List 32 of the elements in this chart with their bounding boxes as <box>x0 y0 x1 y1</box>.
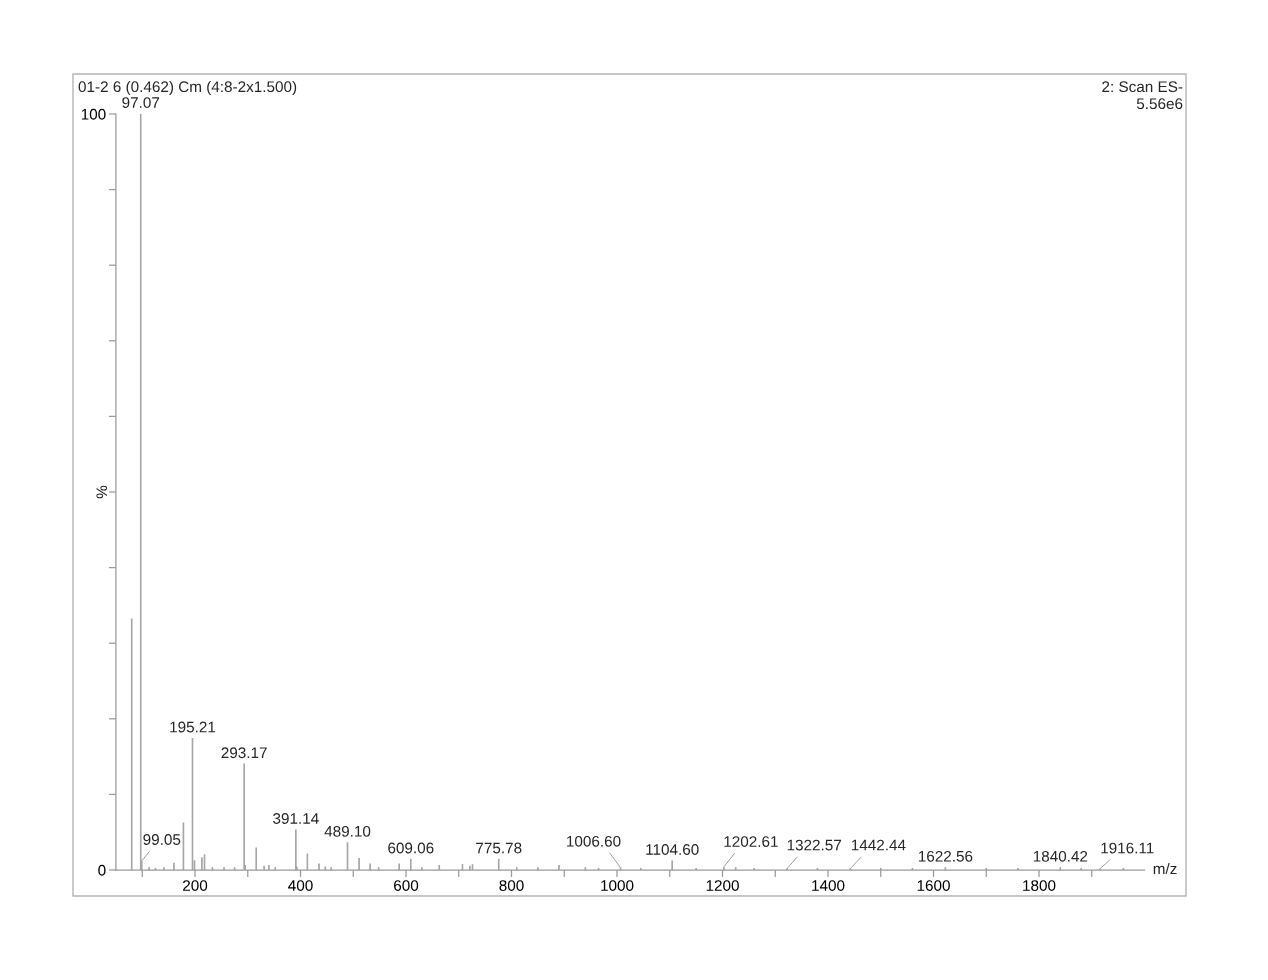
y-tick-label: 100 <box>81 108 106 120</box>
x-tick-label: 400 <box>288 880 313 891</box>
x-tick-label: 1000 <box>601 880 634 891</box>
x-axis-title: m/z <box>1153 862 1177 875</box>
annotation: 195.21 <box>170 721 216 733</box>
x-tick-label: 800 <box>499 880 524 891</box>
annotation: 1442.44 <box>851 839 906 851</box>
text: 2: Scan ES- <box>1102 81 1183 93</box>
annotation: 99.05 <box>143 834 181 845</box>
x-tick-label: 1200 <box>706 880 739 891</box>
y-tick-label: 0 <box>98 864 106 876</box>
annotation: 1916.11 <box>1101 842 1154 854</box>
annotation: 293.17 <box>221 747 267 759</box>
annotation: 489.10 <box>324 825 371 837</box>
annotation: 609.06 <box>388 842 434 854</box>
annotation: 391.14 <box>273 813 319 824</box>
x-tick-label: 1400 <box>812 880 845 891</box>
annotation: 775.78 <box>476 842 522 854</box>
chart-title: 01-2 6 (0.462) Cm (4:8-2x1.500) <box>78 80 297 96</box>
text: 5.56e6 <box>1136 98 1183 110</box>
x-tick-label: 200 <box>183 880 208 891</box>
x-tick-label: 1800 <box>1023 880 1056 891</box>
annotation: 1840.42 <box>1033 850 1088 862</box>
x-tick-label: 600 <box>394 880 419 891</box>
annotation: 1622.56 <box>918 850 973 862</box>
annotation: 97.07 <box>122 97 160 108</box>
annotation: 1322.57 <box>787 839 842 851</box>
annotation: 1202.61 <box>724 836 778 847</box>
x-tick-label: 1600 <box>917 880 950 891</box>
annotation: 1006.60 <box>567 835 621 847</box>
y-axis-title: % <box>96 485 108 499</box>
annotation: 1104.60 <box>646 844 699 855</box>
